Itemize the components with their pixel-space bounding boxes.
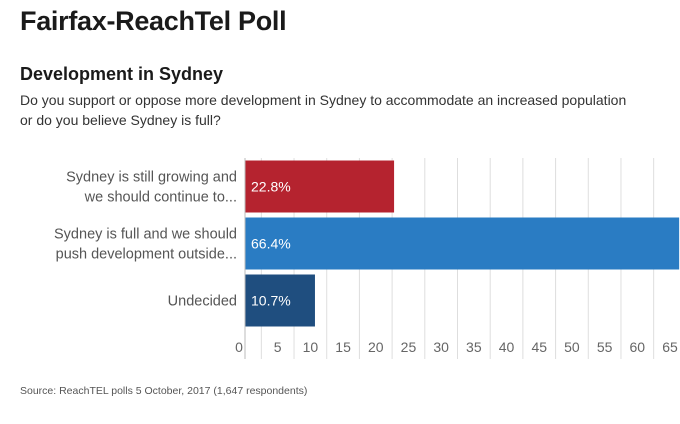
bar-value-label: 10.7% <box>251 293 291 309</box>
x-tick-label: 20 <box>368 339 384 355</box>
category-label: we should continue to... <box>84 190 237 206</box>
x-tick-label: 15 <box>335 339 351 355</box>
bar <box>245 274 315 327</box>
source-note: Source: ReachTEL polls 5 October, 2017 (… <box>20 385 308 397</box>
x-tick-label: 35 <box>466 339 482 355</box>
x-tick-label: 0 <box>235 339 243 355</box>
x-tick-label: 30 <box>433 339 449 355</box>
category-label: push development outside... <box>56 247 237 263</box>
category-label: Sydney is still growing and <box>66 170 237 186</box>
bar <box>245 160 395 213</box>
x-tick-label: 45 <box>531 339 547 355</box>
x-tick-label: 40 <box>499 339 515 355</box>
category-label: Sydney is full and we should <box>54 227 237 243</box>
x-tick-label: 25 <box>401 339 417 355</box>
chart-subtitle: Development in Sydney <box>20 64 224 84</box>
x-tick-label: 10 <box>303 339 319 355</box>
category-label: Undecided <box>168 294 237 310</box>
poll-question: Do you support or oppose more developmen… <box>20 92 627 128</box>
bar <box>245 217 680 270</box>
x-tick-label: 50 <box>564 339 580 355</box>
x-tick-label: 60 <box>630 339 646 355</box>
x-tick-label: 5 <box>274 339 282 355</box>
bar-value-label: 66.4% <box>251 236 291 252</box>
bar-value-label: 22.8% <box>251 179 291 195</box>
chart-title: Fairfax-ReachTel Poll <box>20 6 287 36</box>
x-tick-label: 55 <box>597 339 613 355</box>
x-tick-label: 65 <box>662 339 678 355</box>
